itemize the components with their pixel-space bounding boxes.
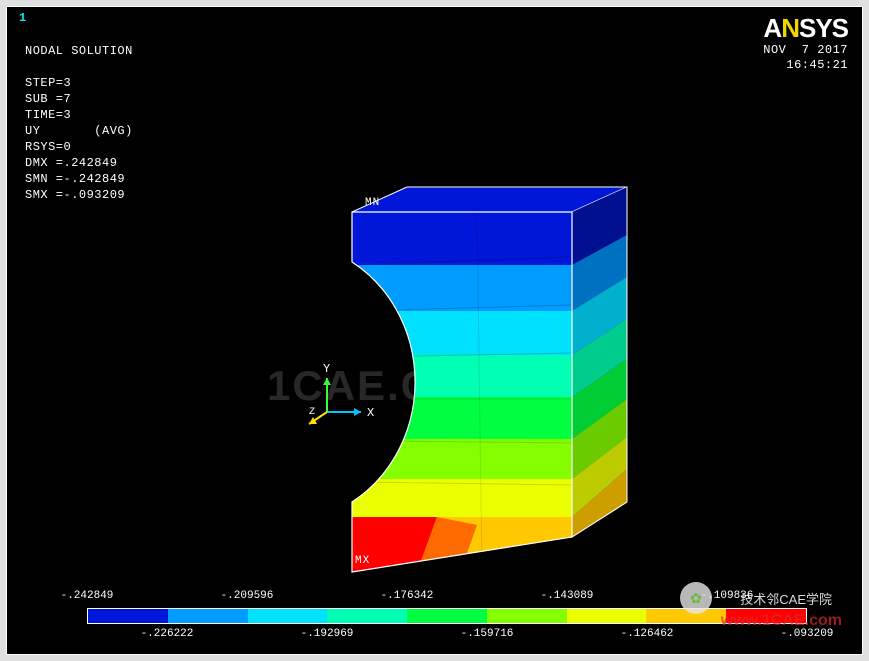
legend-tick-label: -.176342: [381, 590, 434, 602]
legend-seg: [646, 609, 726, 623]
legend-tick-label: -.226222: [141, 628, 194, 640]
legend-labels-bottom: -.226222-.192969-.159716-.126462-.093209: [87, 628, 807, 642]
legend-tick-label: -.109836: [701, 590, 754, 602]
legend-tick-label: -.126462: [621, 628, 674, 640]
legend-labels-top: -.242849-.209596-.176342-.143089-.109836: [87, 590, 807, 604]
legend-tick-label: -.209596: [221, 590, 274, 602]
legend-tick-label: -.242849: [61, 590, 114, 602]
legend-tick-label: -.159716: [461, 628, 514, 640]
legend-seg: [726, 609, 806, 623]
legend-seg: [487, 609, 567, 623]
contour-legend-bar: [87, 608, 807, 624]
legend-tick-label: -.143089: [541, 590, 594, 602]
legend-seg: [407, 609, 487, 623]
contour-plot: X Y Z: [7, 7, 863, 655]
legend-seg: [168, 609, 248, 623]
legend-tick-label: -.093209: [781, 628, 834, 640]
legend-tick-label: -.192969: [301, 628, 354, 640]
legend-seg: [248, 609, 328, 623]
legend-seg: [88, 609, 168, 623]
triad-x-label: X: [367, 406, 374, 420]
ansys-viewport: 1 NODAL SOLUTION STEP=3 SUB =7 TIME=3 UY…: [6, 6, 863, 655]
triad-z-label: Z: [309, 407, 315, 418]
triad-y-label: Y: [323, 362, 330, 376]
legend-seg: [567, 609, 647, 623]
legend-seg: [327, 609, 407, 623]
mn-annotation: MN: [365, 197, 380, 209]
mx-annotation: MX: [355, 555, 370, 567]
